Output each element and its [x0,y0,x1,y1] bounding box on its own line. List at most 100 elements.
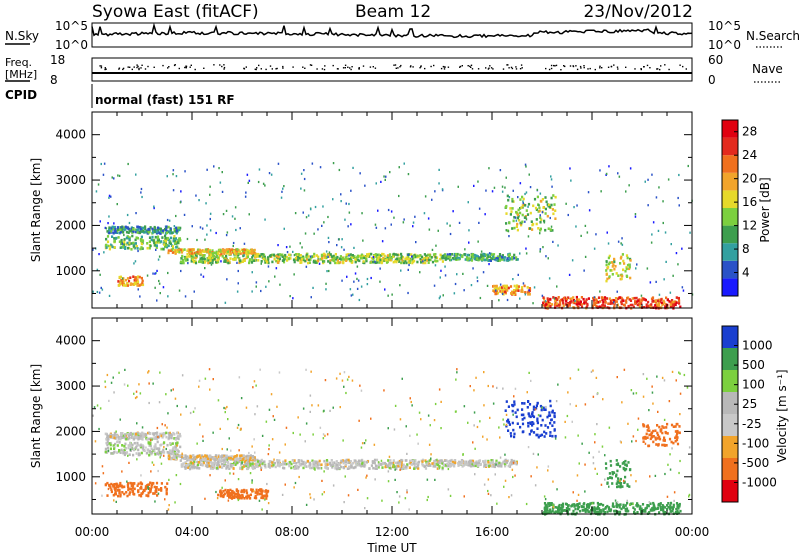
heatmap-cell [341,246,343,248]
heatmap-cell [477,280,479,282]
nave-dot [399,66,400,67]
heatmap-cell [313,253,315,256]
heatmap-cell [678,302,680,305]
heatmap-cell [358,280,360,282]
colorbar-segment [722,173,738,191]
heatmap-cell [175,438,177,441]
nave-dot [520,68,521,69]
heatmap-cell [129,222,131,224]
nave-dot [147,66,148,67]
heatmap-cell [670,510,672,513]
heatmap-cell [512,422,514,425]
heatmap-cell [251,445,253,447]
heatmap-cell [122,245,124,248]
heatmap-cell [446,463,448,466]
heatmap-cell [354,466,356,469]
heatmap-cell [118,236,120,239]
heatmap-cell [524,193,526,195]
heatmap-cell [566,298,568,301]
heatmap-cell [488,167,490,169]
nave-dot [203,68,204,69]
heatmap-cell [468,257,470,260]
heatmap-cell [111,235,113,238]
heatmap-cell [389,464,391,467]
heatmap-cell [433,465,435,468]
heatmap-cell [379,281,381,283]
heatmap-cell [163,441,165,444]
heatmap-cell [128,462,130,464]
heatmap-cell [227,259,229,262]
heatmap-cell [152,432,154,435]
nave-dot [272,68,273,69]
heatmap-cell [555,196,557,199]
heatmap-cell [605,467,607,470]
heatmap-cell [299,434,301,436]
heatmap-cell [178,251,180,254]
heatmap-cell [359,172,361,174]
heatmap-cell [511,404,513,407]
heatmap-cell [413,467,415,470]
nave-label: Nave [752,62,783,76]
heatmap-cell [405,465,407,468]
heatmap-cell [443,464,445,467]
heatmap-cell [227,490,229,493]
heatmap-cell [612,502,614,505]
heatmap-cell [497,257,499,259]
heatmap-cell [377,257,379,260]
heatmap-cell [233,467,235,469]
heatmap-cell [667,502,669,505]
heatmap-cell [107,437,109,440]
heatmap-cell [513,220,515,223]
heatmap-cell [149,442,151,445]
heatmap-cell [662,509,664,512]
heatmap-cell [312,461,314,464]
heatmap-cell [620,242,622,244]
heatmap-cell [371,464,373,467]
heatmap-cell [141,432,143,435]
heatmap-cell [585,256,587,258]
heatmap-cell [302,467,304,470]
heatmap-cell [573,491,575,493]
nave-dot [649,67,650,68]
heatmap-cell [103,174,105,176]
heatmap-cell [506,414,508,416]
heatmap-cell [535,484,537,486]
heatmap-cell [312,287,314,289]
heatmap-cell [144,449,146,452]
colorbar-tick-label: 28 [742,125,757,139]
heatmap-cell [408,258,410,261]
nave-dot [337,68,338,69]
heatmap-cell [626,268,628,271]
heatmap-cell [487,285,489,287]
heatmap-cell [615,297,617,300]
nave-dot [492,68,493,69]
heatmap-cell [557,244,559,246]
heatmap-cell [175,246,177,249]
heatmap-cell [624,476,626,479]
heatmap-cell [282,463,284,466]
heatmap-cell [630,259,632,262]
heatmap-cell [306,216,308,218]
heatmap-cell [518,274,520,276]
nave-dot [186,67,187,68]
heatmap-cell [188,255,190,258]
heatmap-cell [305,256,307,259]
heatmap-cell [383,175,385,177]
heatmap-cell [507,199,509,202]
heatmap-cell [576,301,578,304]
heatmap-cell [596,423,598,425]
heatmap-cell [460,463,462,466]
heatmap-cell [363,260,365,263]
heatmap-cell [607,482,609,485]
heatmap-cell [357,266,359,268]
heatmap-cell [657,507,659,510]
heatmap-cell [637,299,639,302]
heatmap-cell [505,212,507,215]
heatmap-cell [327,463,329,466]
nave-dot [129,67,130,68]
nave-dot [485,67,486,68]
heatmap-cell [496,285,498,288]
heatmap-cell [587,504,589,507]
heatmap-cell [519,298,521,300]
heatmap-cell [250,454,252,457]
